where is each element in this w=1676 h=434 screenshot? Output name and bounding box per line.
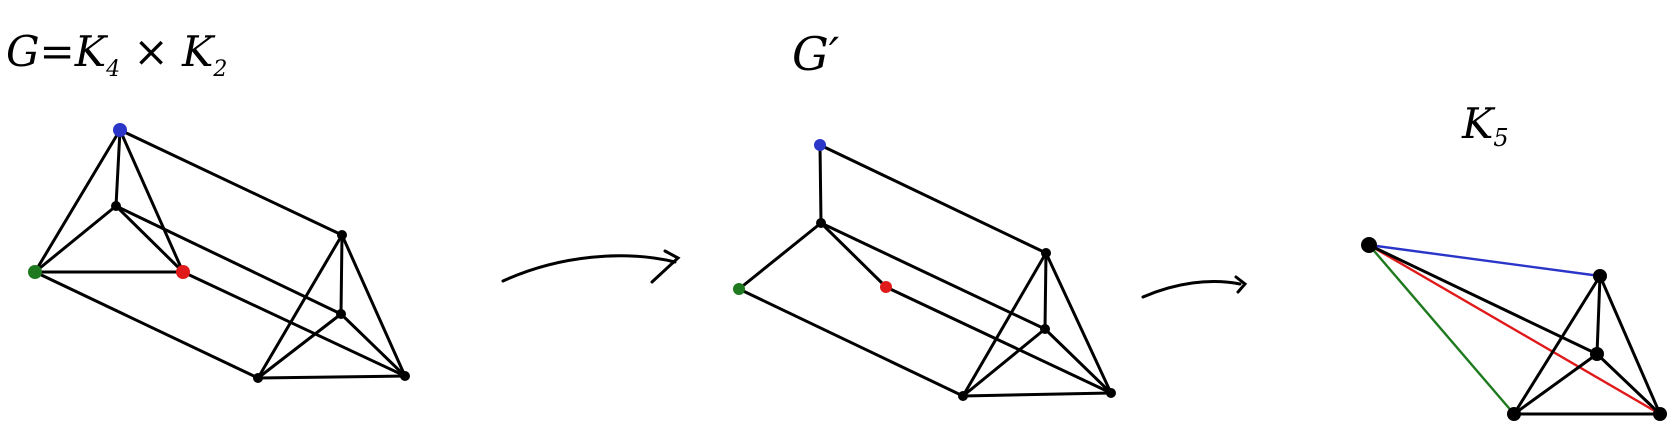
label-g-times: × K bbox=[120, 27, 216, 76]
g-vertex-q bbox=[336, 309, 346, 319]
k5-edge-c-s bbox=[1367, 243, 1516, 416]
k5-edge-q-t bbox=[1595, 352, 1662, 416]
g-vertex-m bbox=[111, 201, 121, 211]
g-prime-edge-b-p bbox=[818, 143, 1048, 255]
g-prime-edge-p-s bbox=[961, 251, 1048, 398]
label-g-sub2: 2 bbox=[212, 57, 227, 82]
label-k5: K5 bbox=[1461, 99, 1509, 152]
arrow-1 bbox=[501, 249, 681, 284]
g-prime-edge-s-t bbox=[961, 391, 1113, 398]
g-prime-vertex-t bbox=[1106, 388, 1116, 398]
g-prime-vertex-p bbox=[1041, 248, 1051, 258]
g-edge-m-g bbox=[33, 204, 118, 274]
g-edge-s-t bbox=[256, 374, 407, 380]
g-prime-edge-r-t bbox=[884, 285, 1113, 395]
g-vertex-t bbox=[400, 371, 410, 381]
k5-edge-c-q bbox=[1367, 243, 1599, 356]
label-g: G=K4 × K2 bbox=[6, 27, 227, 82]
g-prime-edge-m-r bbox=[819, 221, 888, 289]
arrow-2 bbox=[1141, 275, 1248, 299]
g-edge-p-t bbox=[340, 233, 407, 378]
graph-k4-times-k2 bbox=[28, 123, 410, 383]
g-prime-vertex-b bbox=[814, 139, 826, 151]
k5-vertex-p bbox=[1593, 269, 1607, 283]
g-edge-b-m bbox=[114, 128, 122, 208]
g-prime-edge-q-s bbox=[961, 327, 1047, 398]
g-prime-vertex-m bbox=[816, 218, 826, 228]
graph-k5 bbox=[1361, 237, 1667, 421]
g-vertex-g bbox=[28, 265, 42, 279]
graph-g-prime bbox=[733, 139, 1116, 401]
k5-edge-q-s bbox=[1512, 352, 1599, 416]
g-prime-vertex-g bbox=[733, 283, 745, 295]
k5-edge-p-s bbox=[1512, 274, 1602, 416]
g-vertex-s bbox=[253, 373, 263, 383]
label-k5-sub: 5 bbox=[1493, 124, 1508, 152]
g-edge-m-r bbox=[114, 204, 185, 274]
g-vertex-b bbox=[113, 123, 127, 137]
g-edge-m-q bbox=[114, 204, 343, 316]
g-prime-vertex-q bbox=[1040, 324, 1050, 334]
g-edge-q-t bbox=[339, 312, 407, 378]
k5-vertex-c bbox=[1361, 237, 1377, 253]
g-prime-edge-p-t bbox=[1044, 251, 1113, 395]
arrow-1-head bbox=[650, 249, 681, 284]
g-prime-edge-m-g bbox=[737, 221, 823, 291]
k5-edge-p-t bbox=[1598, 274, 1662, 416]
g-edge-p-s bbox=[256, 233, 344, 380]
g-edge-q-s bbox=[256, 312, 343, 380]
g-prime-vertex-s bbox=[958, 391, 968, 401]
g-edge-b-r bbox=[118, 128, 185, 274]
g-edge-b-p bbox=[118, 128, 344, 237]
g-edge-r-t bbox=[181, 270, 407, 378]
label-g-prime: G′ bbox=[792, 27, 840, 81]
g-prime-edge-m-q bbox=[819, 221, 1047, 331]
k5-edge-c-t bbox=[1367, 243, 1662, 416]
k5-vertex-s bbox=[1507, 407, 1521, 421]
g-prime-vertex-r bbox=[880, 281, 892, 293]
k5-edge-c-p bbox=[1367, 243, 1602, 278]
g-prime-edge-p-q bbox=[1043, 251, 1048, 331]
g-vertex-p bbox=[337, 230, 347, 240]
arrow-2-shaft bbox=[1141, 280, 1242, 299]
label-g-sub1: 4 bbox=[105, 57, 120, 82]
g-edge-b-g bbox=[33, 128, 122, 274]
k5-edge-p-q bbox=[1595, 274, 1602, 356]
arrow-2-head bbox=[1234, 275, 1248, 294]
g-prime-edge-b-m bbox=[818, 143, 823, 225]
arrow-1-shaft bbox=[501, 254, 677, 283]
g-prime-edge-g-s bbox=[737, 287, 965, 398]
g-prime-edge-q-t bbox=[1043, 327, 1113, 395]
label-k5-main: K bbox=[1461, 99, 1496, 148]
g-vertex-r bbox=[176, 265, 190, 279]
k5-vertex-q bbox=[1590, 347, 1604, 361]
k5-vertex-t bbox=[1653, 407, 1667, 421]
label-g-main: G=K bbox=[6, 27, 109, 76]
g-edge-p-q bbox=[339, 233, 344, 316]
g-edge-g-s bbox=[33, 270, 260, 380]
